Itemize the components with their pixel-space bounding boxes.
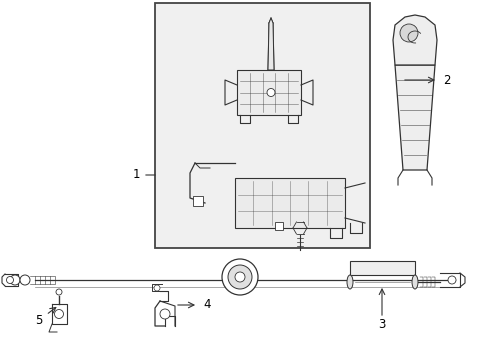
Ellipse shape [346, 275, 352, 289]
Circle shape [56, 289, 62, 295]
Text: 2: 2 [442, 73, 450, 86]
Bar [235, 178, 345, 228]
Polygon shape [394, 65, 434, 170]
Circle shape [154, 285, 160, 291]
Circle shape [227, 265, 251, 289]
Text: 4: 4 [203, 298, 210, 311]
Polygon shape [267, 18, 273, 70]
Circle shape [10, 275, 20, 285]
Bar [193, 196, 203, 206]
Text: 5: 5 [35, 314, 42, 327]
Circle shape [6, 276, 14, 284]
Text: 1: 1 [132, 168, 140, 181]
Polygon shape [392, 15, 436, 65]
Circle shape [54, 310, 63, 319]
Circle shape [222, 259, 258, 295]
Circle shape [20, 275, 30, 285]
Bar [274, 222, 283, 230]
Circle shape [266, 89, 274, 96]
Circle shape [160, 309, 170, 319]
Circle shape [447, 276, 455, 284]
Bar [155, 3, 369, 248]
Circle shape [399, 24, 417, 42]
Bar [237, 70, 301, 115]
Text: 3: 3 [378, 319, 385, 332]
Bar [349, 261, 414, 275]
Ellipse shape [411, 275, 417, 289]
Circle shape [235, 272, 244, 282]
